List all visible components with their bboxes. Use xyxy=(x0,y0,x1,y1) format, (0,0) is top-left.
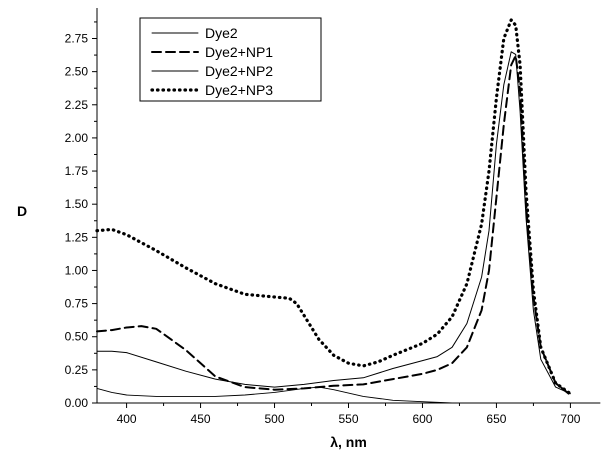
x-tick-label: 550 xyxy=(338,412,358,426)
series-line-1 xyxy=(96,54,572,396)
y-tick-label: 0.75 xyxy=(65,297,89,311)
y-tick-label: 2.50 xyxy=(65,65,89,79)
legend: Dye2 Dye2+NP1 Dye2+NP2 Dye2+NP3 xyxy=(139,17,322,102)
x-tick-label: 450 xyxy=(191,412,211,426)
y-tick-label: 1.50 xyxy=(65,197,89,211)
legend-label-3: Dye2+NP3 xyxy=(205,82,273,98)
legend-label-1: Dye2+NP1 xyxy=(205,44,273,60)
series-line-3 xyxy=(95,18,573,396)
y-tick-label: 1.75 xyxy=(65,164,89,178)
x-tick-label: 500 xyxy=(265,412,285,426)
y-tick-label: 2.00 xyxy=(65,131,89,145)
tick-layer: 400 450 500 550 600 650 700 0.00 0.25 0.50 0.75 1.0… xyxy=(65,21,581,426)
legend-label-2: Dye2+NP2 xyxy=(205,63,273,79)
x-tick-label: 600 xyxy=(412,412,432,426)
y-tick-label: 1.25 xyxy=(65,230,89,244)
y-axis-title: D xyxy=(17,203,27,219)
series-line-0 xyxy=(96,386,601,404)
legend-box xyxy=(139,17,322,102)
series-line-2 xyxy=(96,51,571,395)
y-tick-label: 1.00 xyxy=(65,263,89,277)
y-tick-label: 2.75 xyxy=(65,32,89,46)
y-tick-label: 0.00 xyxy=(65,396,89,410)
x-tick-label: 700 xyxy=(560,412,580,426)
series-layer xyxy=(95,18,601,404)
legend-label-0: Dye2 xyxy=(205,25,238,41)
y-tick-label: 0.50 xyxy=(65,330,89,344)
y-tick-label: 0.25 xyxy=(65,363,89,377)
x-tick-label: 650 xyxy=(486,412,506,426)
x-axis-title: λ, nm xyxy=(330,434,367,450)
x-tick-label: 400 xyxy=(117,412,137,426)
y-tick-label: 2.25 xyxy=(65,98,89,112)
